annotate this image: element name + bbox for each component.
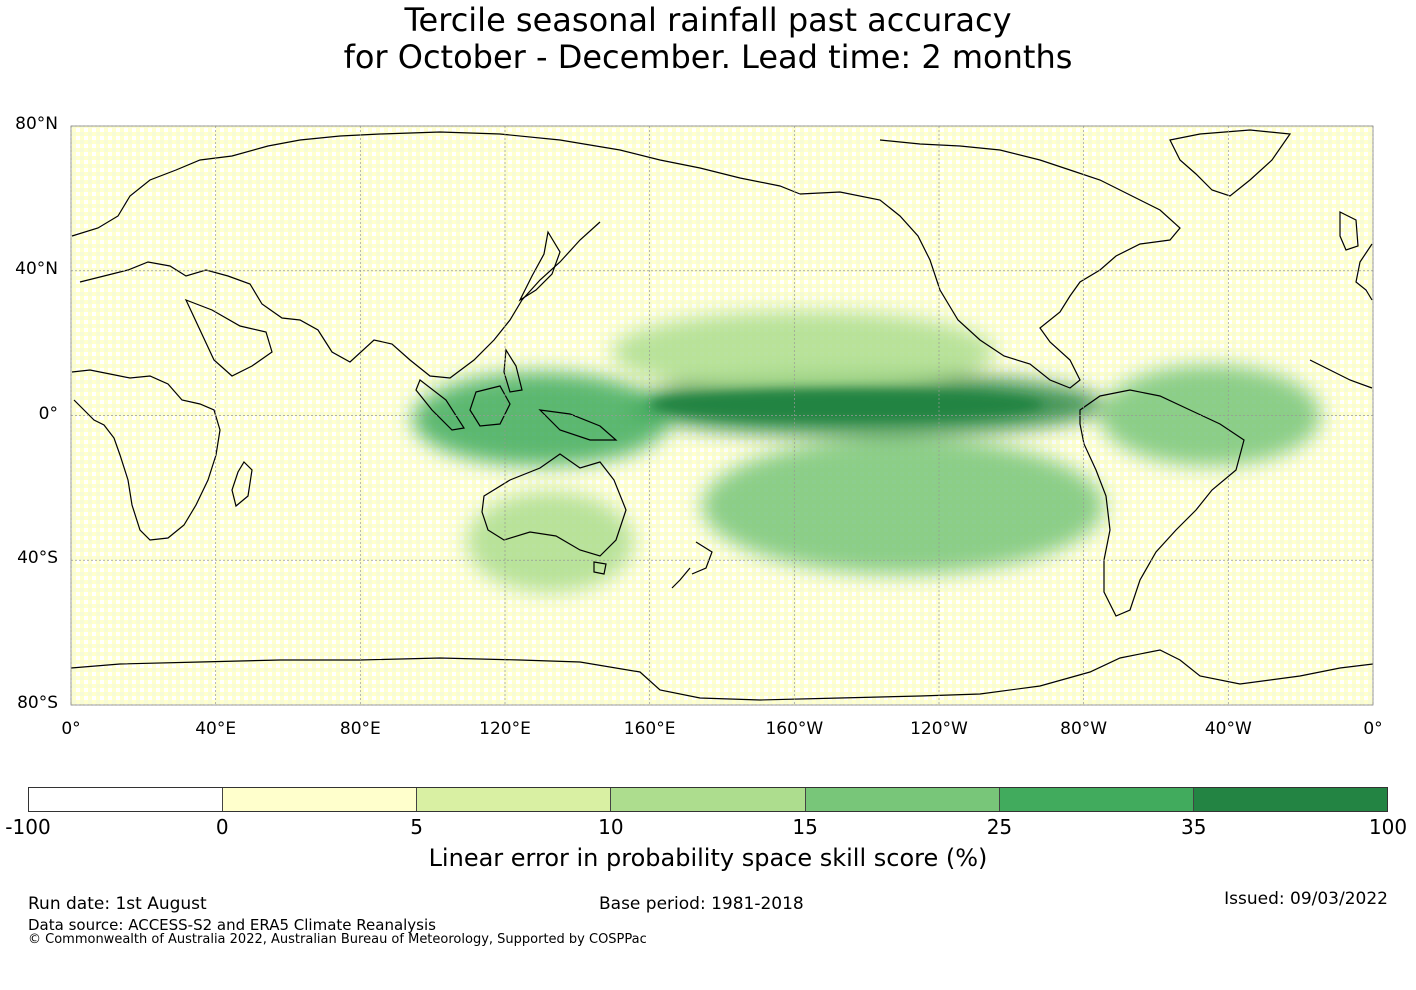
madagascar-coastline [231, 461, 253, 508]
longitude-label: 120°W [910, 719, 968, 739]
latitude-label: 40°S [17, 548, 58, 569]
longitude-label: 40°W [1204, 719, 1252, 739]
skill-region [1099, 365, 1321, 466]
colorbar-tick-label: 15 [792, 815, 818, 839]
longitude-label: 80°E [339, 719, 381, 739]
colorbar-segment [1192, 788, 1387, 811]
colorbar-segment [804, 788, 999, 811]
europe-west-coastline [1309, 243, 1373, 389]
copyright: © Commonwealth of Australia 2022, Austra… [28, 932, 647, 947]
tasmania-coastline [593, 561, 607, 575]
latitude-label: 0° [38, 403, 58, 424]
colorbar-tick-label: 10 [598, 815, 624, 839]
arabia-coastline [184, 298, 273, 377]
data-source: Data source: ACCESS-S2 and ERA5 Climate … [28, 916, 436, 934]
longitude-label: 0° [1363, 719, 1383, 739]
longitude-label: 160°W [765, 719, 824, 739]
philippines-coastline [503, 348, 523, 393]
south-america-coastline [1079, 389, 1245, 617]
map-title-line-1: Tercile seasonal rainfall past accuracy [404, 1, 1012, 39]
map-title-line-2: for October - December. Lead time: 2 mon… [343, 38, 1073, 76]
latitude-label: 80°N [15, 114, 58, 134]
skill-region [611, 311, 996, 394]
japan-coastline [518, 230, 561, 302]
borneo-coastline [469, 385, 511, 427]
australia-coastline [481, 453, 627, 557]
longitude-label: 40°E [195, 719, 237, 739]
colorbar-tick-label: 0 [215, 815, 229, 839]
colorbar-tick-label: 5 [410, 815, 423, 839]
colorbar-tick-label: -100 [5, 815, 51, 839]
skill-region [466, 491, 634, 593]
longitude-label: 160°E [623, 719, 676, 739]
africa-coastline [71, 369, 221, 541]
new-guinea-coastline [538, 409, 618, 441]
eurasia-coastline [71, 131, 801, 379]
longitude-label: 0° [61, 719, 81, 739]
skill-region [702, 437, 1104, 575]
map-frame [70, 125, 1374, 706]
issued-date: Issued: 09/03/2022 [1224, 889, 1388, 909]
longitude-label: 120°E [479, 719, 531, 739]
skill-field [71, 126, 1373, 705]
colorbar [28, 787, 1388, 812]
north-america-coastline [799, 139, 1181, 389]
colorbar-segment [610, 788, 805, 811]
greenland-coastline [1169, 129, 1292, 197]
colorbar-segment [29, 788, 223, 811]
colorbar-tick-label: 100 [1368, 815, 1408, 839]
longitude-label: 80°W [1060, 719, 1108, 739]
colorbar-segment [998, 788, 1193, 811]
latitude-label: 80°S [17, 693, 58, 713]
colorbar-label: Linear error in probability space skill … [428, 844, 988, 872]
colorbar-segment [222, 788, 417, 811]
run-date: Run date: 1st August [28, 894, 207, 914]
latitude-label: 40°N [15, 258, 58, 279]
skill-region [412, 372, 670, 466]
sumatra-coastline [415, 379, 465, 431]
uk-coastline [1339, 211, 1359, 251]
colorbar-tick-label: 25 [986, 815, 1013, 839]
base-period: Base period: 1981-2018 [599, 894, 804, 914]
colorbar-segment [416, 788, 611, 811]
skill-region-core [649, 388, 1044, 421]
colorbar-tick-label: 35 [1180, 815, 1207, 839]
